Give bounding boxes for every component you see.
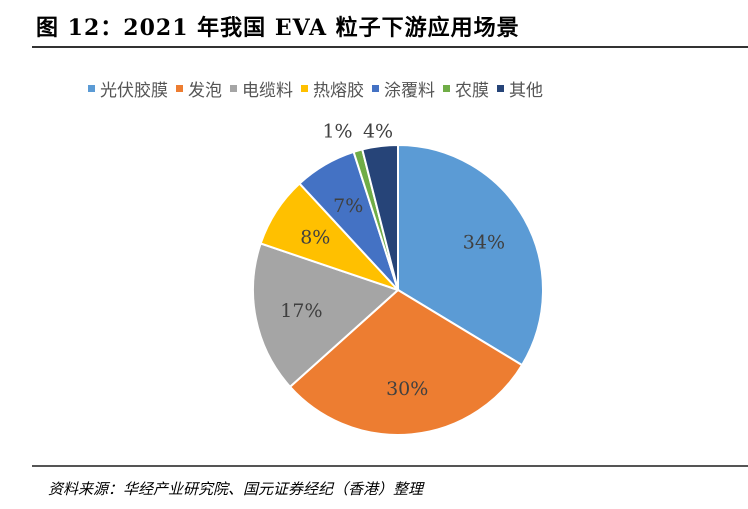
pie-slice-0 [397, 143, 544, 367]
legend-swatch [443, 85, 450, 92]
data-label: 4% [363, 120, 393, 142]
data-label: 8% [300, 226, 330, 248]
legend-swatch [301, 85, 308, 92]
legend-swatch [230, 85, 237, 92]
legend-swatch [497, 85, 504, 92]
legend-item: 电缆料 [230, 76, 293, 101]
pie-slice-1 [288, 288, 524, 436]
pie-slice-6 [361, 143, 399, 291]
data-label: 30% [386, 378, 428, 400]
pie-slice-2 [252, 242, 400, 389]
footer-divider [32, 465, 748, 467]
legend-swatch [372, 85, 379, 92]
legend-label: 农膜 [455, 81, 489, 101]
legend: 光伏胶膜 发泡 电缆料 热熔胶 涂覆料 农膜 其他 [88, 76, 543, 101]
data-label: 34% [463, 232, 505, 254]
legend-label: 发泡 [188, 81, 222, 101]
legend-label: 热熔胶 [313, 81, 364, 101]
legend-label: 电缆料 [242, 81, 293, 101]
data-label: 17% [280, 300, 322, 322]
legend-item: 发泡 [176, 76, 222, 101]
legend-swatch [88, 85, 95, 92]
legend-item: 农膜 [443, 76, 489, 101]
legend-item: 光伏胶膜 [88, 76, 168, 101]
title-divider [32, 46, 748, 48]
data-label: 7% [333, 195, 363, 217]
legend-label: 其他 [509, 81, 543, 101]
legend-label: 光伏胶膜 [100, 81, 168, 101]
legend-label: 涂覆料 [384, 81, 435, 101]
legend-item: 热熔胶 [301, 76, 364, 101]
legend-item: 其他 [497, 76, 543, 101]
source-note: 资料来源：华经产业研究院、国元证券经纪（香港）整理 [48, 480, 424, 498]
figure-title: 图 12：2021 年我国 EVA 粒子下游应用场景 [36, 15, 520, 41]
legend-item: 涂覆料 [372, 76, 435, 101]
data-label: 1% [322, 120, 352, 142]
legend-swatch [176, 85, 183, 92]
